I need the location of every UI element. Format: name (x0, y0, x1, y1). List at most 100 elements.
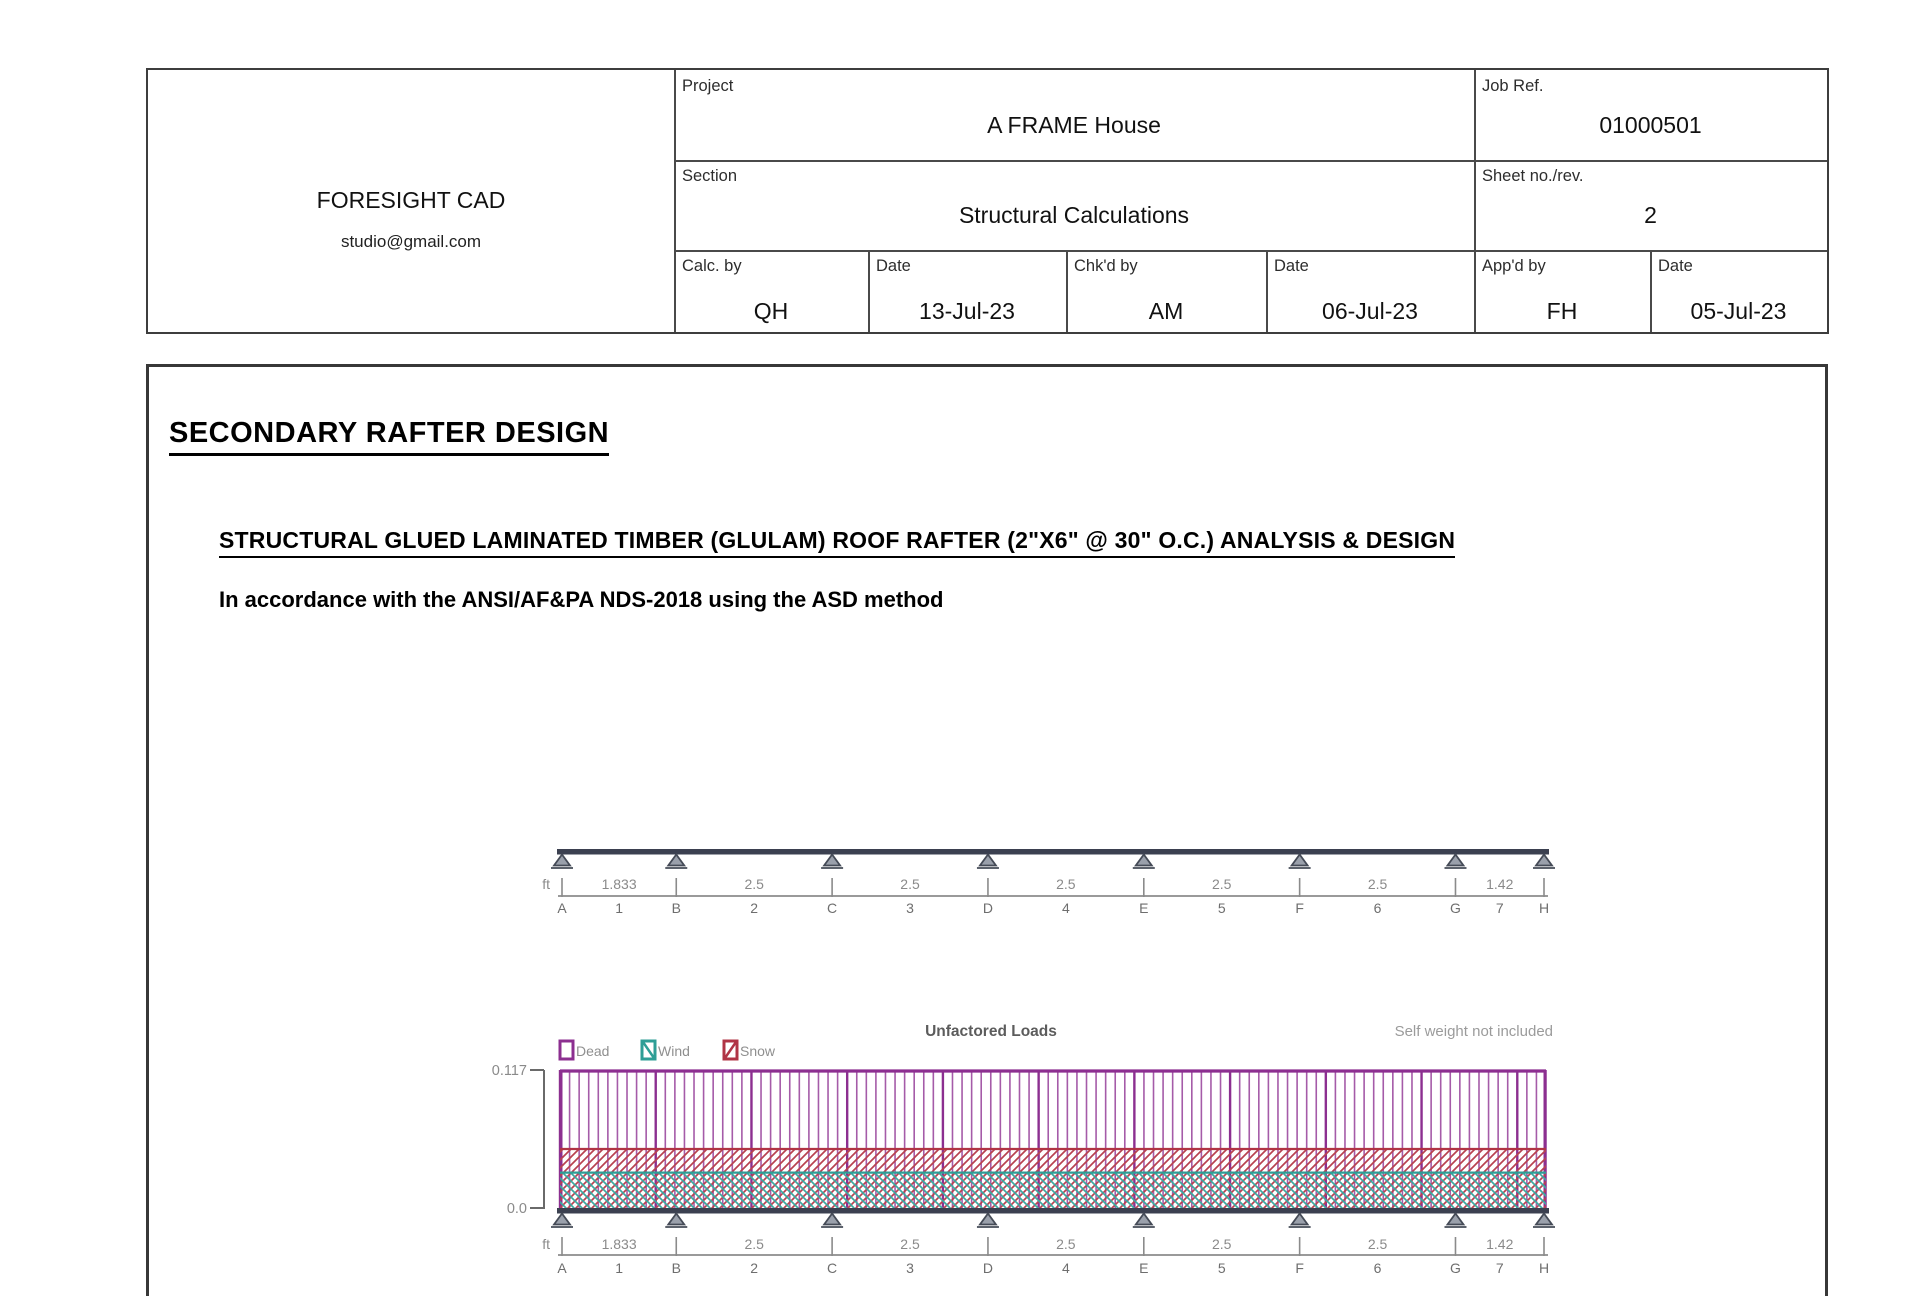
legend-label: Snow (740, 1043, 776, 1059)
span-number-label: 2 (750, 1260, 758, 1276)
legend-item-snow: Snow (722, 1039, 776, 1061)
pin-support-icon (1288, 1211, 1311, 1228)
pin-support-icon (1533, 1211, 1555, 1228)
span-number-label: 2 (750, 900, 758, 916)
node-label: E (1139, 1260, 1148, 1276)
section-label: Section (682, 167, 738, 185)
divider (868, 250, 870, 332)
span-length-label: 2.5 (1212, 876, 1232, 892)
calc-by-label: Calc. by (682, 257, 742, 275)
node-label: F (1295, 900, 1304, 916)
span-number-label: 5 (1218, 1260, 1226, 1276)
span-length-label: 1.42 (1486, 1236, 1513, 1252)
node-label: C (827, 900, 837, 916)
pin-support-icon (665, 1211, 688, 1228)
span-number-label: 5 (1218, 900, 1226, 916)
sheet-value: 2 (1644, 202, 1657, 228)
unfactored-loads-diagram: Unfactored Loads Self weight not included… (443, 1013, 1623, 1299)
node-label: G (1450, 1260, 1461, 1276)
span-length-label: 1.833 (602, 876, 637, 892)
beam-diagram-svg: ft 1.833 2.5 2.5 2.5 2.5 2.5 1.42 A B C D E F G H 1 2 3 4 5 6… (542, 849, 1555, 916)
y-max-label: 0.117 (492, 1063, 527, 1079)
node-label: H (1539, 900, 1549, 916)
pin-support-icon (551, 1211, 573, 1228)
span-number-label: 6 (1374, 900, 1382, 916)
node-label: D (983, 1260, 993, 1276)
legend-label: Dead (576, 1043, 609, 1059)
wind-load-band (560, 1171, 1546, 1208)
company-email: studio@gmail.com (340, 232, 482, 251)
calc-date-label: Date (876, 257, 911, 275)
span-length-label: 2.5 (744, 876, 764, 892)
span-length-label: 2.5 (900, 876, 920, 892)
beam-span-diagram: ft 1.833 2.5 2.5 2.5 2.5 2.5 1.42 A B C D E F G H 1 2 3 4 5 6… (443, 838, 1623, 930)
node-label: E (1139, 900, 1148, 916)
pin-support-icon (1533, 852, 1555, 869)
divider (1650, 250, 1652, 332)
node-label: F (1295, 1260, 1304, 1276)
job-ref-value: 01000501 (1599, 112, 1702, 138)
pin-support-icon (1132, 1211, 1155, 1228)
node-label: B (672, 1260, 681, 1276)
pin-support-icon (976, 1211, 999, 1228)
unit-label: ft (542, 876, 550, 892)
span-length-label: 2.5 (1368, 876, 1388, 892)
pin-support-icon (976, 852, 999, 869)
job-ref-label: Job Ref. (1482, 77, 1544, 95)
project-value: A FRAME House (987, 112, 1161, 138)
pin-support-icon (1288, 852, 1311, 869)
span-number-label: 7 (1496, 900, 1504, 916)
pin-support-icon (821, 1211, 844, 1228)
span-length-label: 2.5 (1056, 1236, 1076, 1252)
legend-swatch-icon (558, 1039, 575, 1061)
header-block-table: FORESIGHT CAD studio@gmail.com Project A… (146, 68, 1829, 334)
legend-label: Wind (658, 1043, 690, 1059)
self-weight-note: Self weight not included (1395, 1023, 1553, 1040)
beam-bar (557, 849, 1549, 855)
calculation-sheet-body: SECONDARY RAFTER DESIGN STRUCTURAL GLUED… (146, 364, 1828, 1296)
pin-support-icon (821, 852, 844, 869)
span-number-label: 3 (906, 1260, 914, 1276)
beam-bar (557, 1208, 1549, 1214)
loads-title: Unfactored Loads (925, 1023, 1057, 1040)
divider (1266, 250, 1268, 332)
pin-support-icon (1132, 852, 1155, 869)
analysis-heading: STRUCTURAL GLUED LAMINATED TIMBER (GLULA… (219, 527, 1456, 558)
span-number-label: 3 (906, 900, 914, 916)
appd-date-label: Date (1658, 257, 1693, 275)
divider (1066, 250, 1068, 332)
node-label: B (672, 900, 681, 916)
company-name: FORESIGHT CAD (316, 187, 506, 213)
node-label: A (557, 1260, 567, 1276)
pin-support-icon (1444, 852, 1467, 869)
span-length-label: 2.5 (900, 1236, 920, 1252)
load-diagram-svg: Unfactored Loads Self weight not included… (492, 1023, 1555, 1276)
node-label: H (1539, 1260, 1549, 1276)
chkd-date-value: 06-Jul-23 (1322, 298, 1418, 324)
node-label: D (983, 900, 993, 916)
node-label: C (827, 1260, 837, 1276)
divider (674, 250, 1827, 252)
appd-by-label: App'd by (1482, 257, 1546, 275)
sheet-label: Sheet no./rev. (1482, 167, 1584, 185)
page-title: SECONDARY RAFTER DESIGN (169, 417, 610, 456)
span-length-label: 1.833 (602, 1236, 637, 1252)
chkd-by-label: Chk'd by (1074, 257, 1138, 275)
legend-item-wind: Wind (640, 1039, 690, 1061)
appd-by-value: FH (1546, 298, 1578, 324)
design-code-line: In accordance with the ANSI/AF&PA NDS-20… (219, 587, 944, 612)
appd-date-value: 05-Jul-23 (1690, 298, 1787, 324)
span-number-label: 1 (615, 1260, 623, 1276)
divider (1474, 70, 1476, 332)
y-min-label: 0.0 (507, 1201, 527, 1217)
calc-date-value: 13-Jul-23 (919, 298, 1015, 324)
section-value: Structural Calculations (958, 202, 1190, 228)
span-length-label: 1.42 (1486, 876, 1513, 892)
chkd-date-label: Date (1274, 257, 1309, 275)
node-label: G (1450, 900, 1461, 916)
span-number-label: 7 (1496, 1260, 1504, 1276)
span-number-label: 6 (1374, 1260, 1382, 1276)
divider (674, 70, 676, 332)
calc-by-value: QH (753, 298, 789, 324)
span-length-label: 2.5 (1212, 1236, 1232, 1252)
